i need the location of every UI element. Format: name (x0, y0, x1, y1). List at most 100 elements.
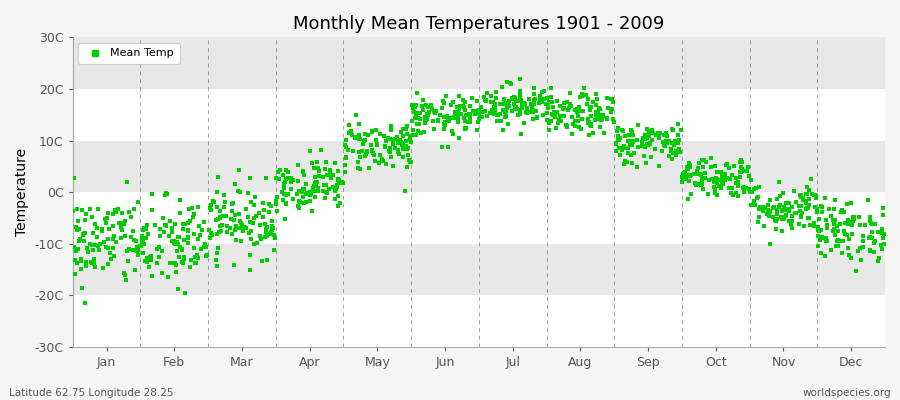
Point (641, 142, 655, 148)
Point (295, 168, 310, 175)
Point (540, 95, 554, 101)
Point (135, 235, 149, 241)
Point (215, 222, 230, 229)
Point (331, 168, 346, 174)
Point (863, 246, 878, 253)
Point (800, 184, 814, 190)
Point (217, 204, 231, 210)
Point (144, 257, 158, 264)
Point (113, 224, 128, 230)
Point (850, 248, 865, 254)
Point (224, 231, 238, 238)
Point (856, 244, 870, 251)
Point (97, 216, 112, 222)
Point (364, 148, 379, 154)
Point (414, 130, 428, 136)
Point (788, 210, 803, 216)
Point (512, 88, 526, 94)
Point (781, 206, 796, 213)
Point (741, 164, 755, 170)
Point (473, 104, 488, 110)
Point (794, 214, 808, 220)
Point (418, 117, 432, 123)
Point (563, 101, 578, 107)
Point (338, 154, 353, 160)
Point (756, 204, 770, 210)
Point (570, 108, 584, 115)
Point (210, 230, 224, 237)
Point (213, 214, 228, 221)
Point (514, 131, 528, 138)
Point (863, 234, 878, 240)
Text: worldspecies.org: worldspecies.org (803, 388, 891, 398)
Point (281, 175, 295, 181)
Point (613, 152, 627, 158)
Point (604, 108, 618, 115)
Point (385, 163, 400, 169)
Point (785, 224, 799, 231)
Point (399, 126, 413, 132)
Point (382, 148, 397, 154)
Point (513, 111, 527, 117)
Point (238, 224, 253, 231)
Point (536, 88, 551, 94)
Point (198, 252, 212, 259)
Point (675, 178, 689, 185)
Point (410, 120, 424, 127)
Point (599, 114, 614, 121)
Point (516, 100, 530, 107)
Point (743, 177, 758, 184)
Point (709, 192, 724, 198)
Point (581, 96, 596, 102)
Point (279, 167, 293, 173)
Point (366, 152, 381, 158)
Point (691, 181, 706, 187)
Point (802, 187, 816, 193)
Point (631, 144, 645, 150)
Point (156, 215, 170, 222)
Point (731, 193, 745, 199)
Point (572, 94, 587, 100)
Point (691, 170, 706, 177)
Point (81, 248, 95, 255)
Point (364, 147, 379, 154)
Point (819, 235, 833, 241)
Point (725, 192, 740, 198)
Point (808, 203, 823, 210)
Point (635, 143, 650, 150)
Point (666, 150, 680, 156)
Point (80, 245, 94, 251)
Point (513, 94, 527, 100)
Point (121, 248, 135, 254)
Point (284, 186, 299, 192)
Point (180, 227, 194, 233)
Point (615, 147, 629, 153)
Point (277, 184, 292, 191)
Point (590, 113, 604, 119)
Point (417, 129, 431, 136)
Point (292, 205, 306, 211)
Point (756, 204, 770, 211)
Point (100, 261, 114, 268)
Point (318, 166, 332, 173)
Point (542, 99, 556, 105)
Point (183, 218, 197, 224)
Point (634, 139, 649, 145)
Point (268, 198, 283, 205)
Point (743, 202, 758, 208)
Point (605, 96, 619, 103)
Point (410, 112, 424, 118)
Point (194, 246, 208, 252)
Point (353, 135, 367, 142)
Point (276, 197, 291, 203)
Point (853, 221, 868, 228)
Point (183, 264, 197, 270)
Point (308, 188, 322, 194)
Point (441, 144, 455, 150)
Point (342, 130, 356, 136)
Point (472, 114, 487, 120)
Point (585, 130, 599, 136)
Point (204, 231, 219, 238)
Point (115, 210, 130, 216)
Point (555, 106, 570, 112)
